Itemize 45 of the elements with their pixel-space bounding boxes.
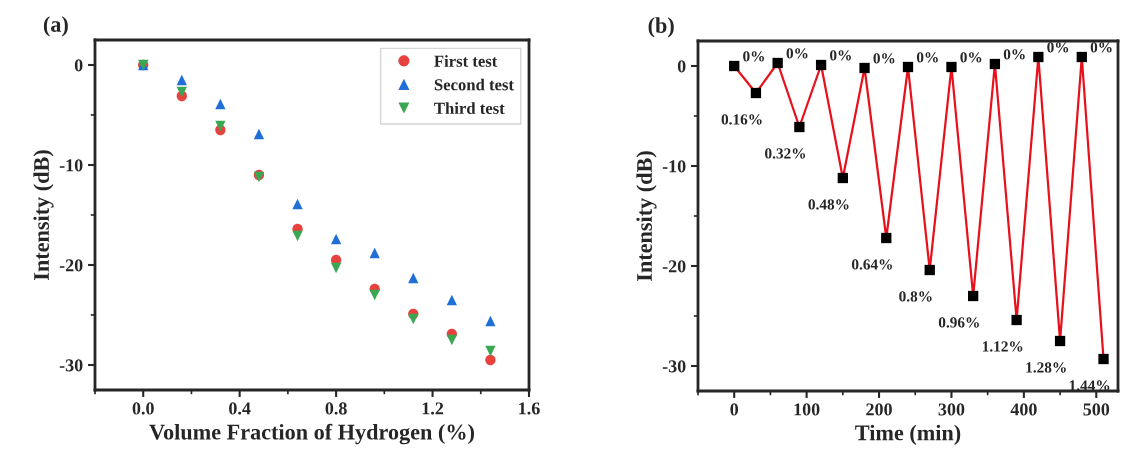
annotation: 0% [830,50,851,61]
y-axis-title: Intensity (dB) [33,150,54,280]
x-tick-label: 0.0 [132,402,154,415]
y-tick-label: -30 [662,360,686,373]
x-tick-label: 500 [1083,403,1110,416]
y-tick-label: -20 [59,259,83,272]
annotation: 0% [743,51,765,62]
y-tick-label: 0 [74,59,83,72]
annotation: 0.8% [899,291,932,302]
annotation: 1.12% [982,341,1023,352]
annotation: 0% [786,48,808,59]
legend-label: Second test [434,78,514,91]
x-tick-label: 400 [1010,403,1037,416]
chart-title: (b) [648,17,674,38]
annotation: 0% [1090,42,1112,53]
annotation: 0.32% [765,148,806,159]
x-tick-label: 1.2 [422,402,444,415]
x-axis-title: Time (min) [855,424,961,445]
y-tick-label: -30 [59,359,83,372]
y-tick-label: -20 [662,260,686,273]
annotation: 0.16% [721,114,762,125]
x-axis-title: Volume Fraction of Hydrogen (%) [149,423,474,445]
annotation: 0.96% [938,317,979,328]
y-axis-title: Intensity (dB) [636,151,657,281]
annotation: 0% [960,52,982,63]
chart-title: (a) [43,16,68,37]
annotation: 0.48% [808,199,849,210]
x-tick-label: 100 [794,403,820,416]
annotation: 0% [1047,42,1069,53]
y-tick-label: -10 [662,160,686,173]
x-tick-label: 0 [730,403,739,416]
legend-label: Third test [434,102,505,114]
x-tick-label: 0.8 [325,402,347,415]
y-tick-label: -10 [59,159,83,172]
annotation: 0% [1003,49,1025,60]
annotation: 0% [916,52,938,63]
x-tick-label: 200 [866,403,892,416]
annotation: 1.28% [1026,362,1066,373]
annotation: 0% [873,53,895,64]
x-tick-label: 0.4 [229,402,251,415]
x-tick-label: 300 [938,403,965,416]
x-tick-label: 1.6 [519,402,540,415]
y-tick-label: 0 [677,60,686,73]
legend-label: First test [434,55,498,67]
annotation: 0.64% [851,259,892,270]
